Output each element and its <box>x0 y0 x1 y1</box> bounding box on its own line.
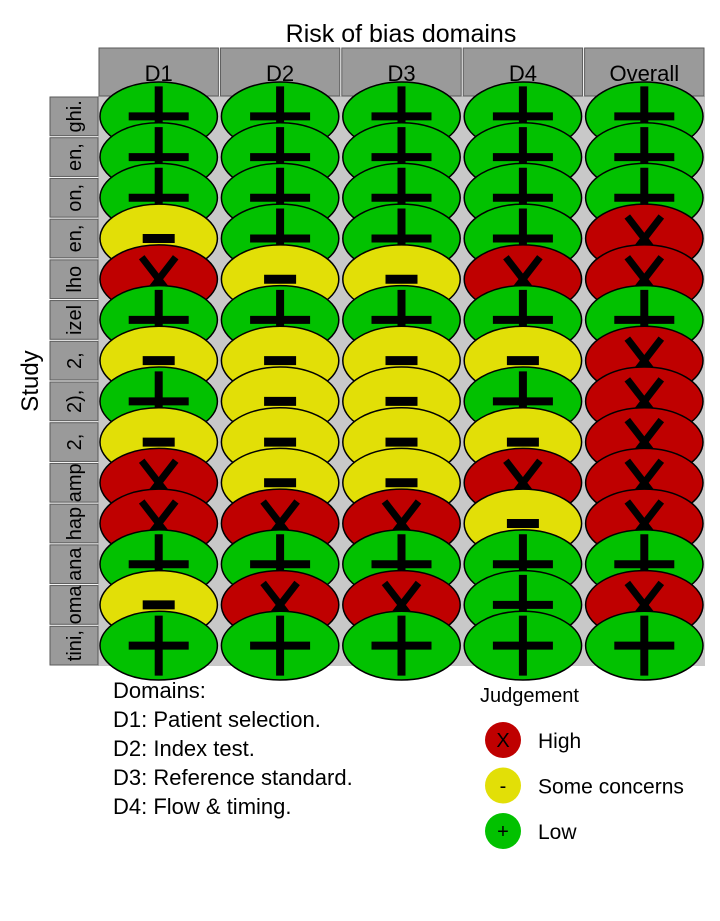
study-label: izel <box>64 305 86 335</box>
study-label: en, <box>64 225 86 253</box>
study-label-box <box>49 422 99 462</box>
study-label-box <box>49 625 99 666</box>
judgement-symbol <box>371 615 432 676</box>
study-label-box <box>49 585 99 625</box>
judgement-cells <box>99 81 704 681</box>
legend-swatch <box>485 813 521 849</box>
study-label-box <box>49 340 99 381</box>
study-label-box <box>49 300 99 340</box>
domain-description: D3: Reference standard. <box>113 765 353 790</box>
domain-description: D4: Flow & timing. <box>113 794 292 819</box>
legend-symbol: - <box>500 776 507 798</box>
study-label: hap <box>64 507 86 540</box>
study-label-box <box>49 544 99 585</box>
legend-swatch <box>485 722 521 758</box>
domain-description: D2: Index test. <box>113 736 255 761</box>
legend-title: Judgement <box>480 685 579 707</box>
study-label-box <box>49 462 99 503</box>
study-label: amp <box>64 463 86 502</box>
study-label-box <box>49 218 99 259</box>
legend-label: Low <box>538 821 577 844</box>
study-label: ghi. <box>64 100 86 132</box>
study-label: en, <box>64 143 86 171</box>
study-label: lho <box>64 266 86 293</box>
study-label: 2), <box>64 390 86 413</box>
judgement-symbol <box>492 615 553 676</box>
study-label: on, <box>64 184 86 212</box>
study-label: tini, <box>64 630 86 661</box>
study-label: oma <box>64 585 86 625</box>
study-labels: ghi. en, on, en, lho izel 2, 2), 2, amp hap ana oma t… <box>49 96 99 666</box>
y-axis-label: Study <box>17 350 44 411</box>
study-label-box <box>49 381 99 422</box>
legend-label: Some concerns <box>538 776 684 799</box>
study-label-box <box>49 96 99 137</box>
judgement-symbol <box>250 615 311 676</box>
study-label: 2, <box>64 352 86 369</box>
judgement-legend: Judgement X High - Some concerns + Low <box>480 685 684 849</box>
study-label: 2, <box>64 434 86 451</box>
judgement-symbol <box>614 615 675 676</box>
domains-heading: Domains: <box>113 678 206 703</box>
study-label-box <box>49 259 99 300</box>
legend-swatch <box>485 767 521 804</box>
study-label-box <box>49 177 99 218</box>
legend-label: High <box>538 730 581 753</box>
study-label-box <box>49 137 99 177</box>
judgement-symbol <box>128 615 189 676</box>
domain-description: D1: Patient selection. <box>113 707 321 732</box>
legend-symbol: + <box>497 821 509 843</box>
domains-caption: Domains: D1: Patient selection. D2: Index … <box>113 678 353 819</box>
chart-title: Risk of bias domains <box>286 20 517 48</box>
study-label-box <box>49 503 99 544</box>
study-label: ana <box>64 547 86 581</box>
legend-symbol: X <box>496 730 509 752</box>
